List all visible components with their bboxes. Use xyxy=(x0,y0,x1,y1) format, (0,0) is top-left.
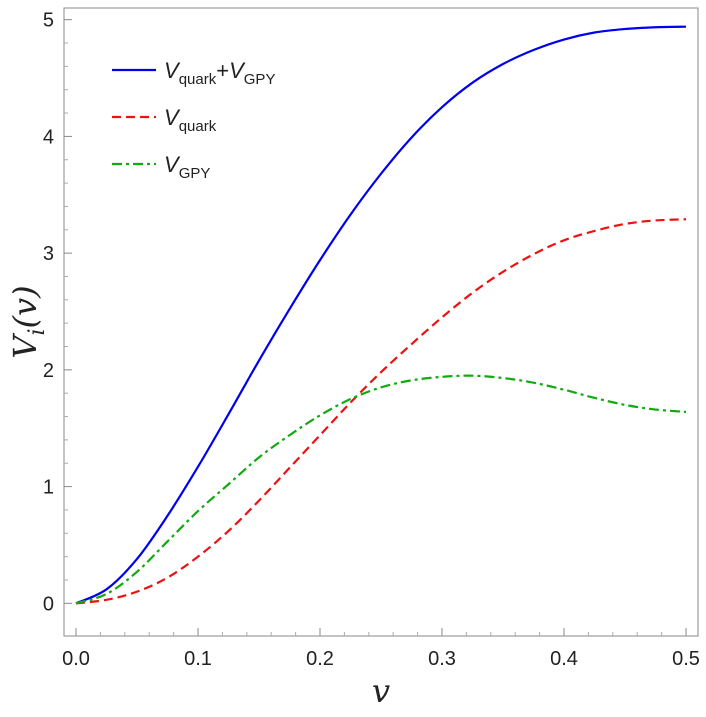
series-line xyxy=(75,25,687,605)
legend-label: VGPY xyxy=(164,152,210,182)
y-axis-label-text: Vi(v) xyxy=(6,285,50,358)
y-tick-label: 4 xyxy=(43,126,54,148)
x-tick-label: 0.4 xyxy=(550,648,578,670)
legend-text-part: V xyxy=(229,58,246,83)
y-tick-label: 1 xyxy=(43,477,54,499)
legend-text-part: quark xyxy=(179,118,217,135)
x-tick-label: 0.1 xyxy=(184,648,212,670)
y-tick-label: 0 xyxy=(43,593,54,615)
legend-label: Vquark+VGPY xyxy=(164,58,275,88)
legend-text-part: + xyxy=(216,58,229,83)
y-tick-label: 5 xyxy=(43,10,54,32)
legend-label: Vquark xyxy=(164,105,217,135)
x-tick-label: 0.5 xyxy=(672,648,700,670)
x-tick-label: 0.2 xyxy=(306,648,334,670)
series-line xyxy=(75,374,687,605)
x-axis-ticks: 0.0 0.1 0.2 0.3 0.4 0.5 xyxy=(62,628,700,670)
legend-text-part: GPY xyxy=(244,71,276,88)
legend-text-part: V xyxy=(164,152,181,177)
legend-text-part: V xyxy=(164,105,181,130)
legend-text-part: V xyxy=(164,58,181,83)
legend-text-part: GPY xyxy=(179,165,211,182)
x-axis-label: v xyxy=(372,672,390,710)
y-tick-label: 2 xyxy=(43,360,54,382)
y-axis-ticks: 0 1 2 3 4 5 xyxy=(43,10,72,615)
series-line xyxy=(75,218,687,605)
y-axis-label: Vi(v) xyxy=(6,285,50,358)
legend-text-part: quark xyxy=(179,71,217,88)
y-tick-label: 3 xyxy=(43,243,54,265)
series-lines xyxy=(75,25,687,605)
x-tick-label: 0.3 xyxy=(428,648,456,670)
plot-frame xyxy=(63,7,699,637)
x-tick-label: 0.0 xyxy=(62,648,90,670)
